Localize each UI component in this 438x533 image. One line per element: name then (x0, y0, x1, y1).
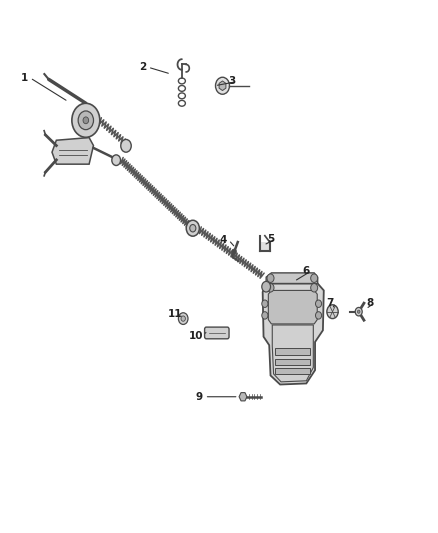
Circle shape (267, 274, 274, 282)
Circle shape (267, 284, 274, 292)
Circle shape (262, 281, 271, 292)
Circle shape (78, 111, 94, 130)
Text: 9: 9 (196, 392, 203, 402)
Text: 6: 6 (303, 266, 310, 276)
FancyBboxPatch shape (260, 242, 271, 251)
Text: 3: 3 (229, 77, 236, 86)
Polygon shape (52, 138, 93, 164)
Circle shape (355, 308, 362, 316)
Polygon shape (263, 284, 324, 384)
Polygon shape (239, 393, 247, 401)
Polygon shape (268, 290, 317, 324)
Circle shape (112, 155, 120, 165)
Polygon shape (272, 325, 313, 382)
Circle shape (181, 316, 185, 321)
Text: 8: 8 (366, 297, 373, 308)
FancyBboxPatch shape (276, 349, 310, 355)
Circle shape (190, 224, 196, 232)
Text: 2: 2 (139, 62, 146, 72)
Text: 10: 10 (189, 330, 204, 341)
Circle shape (262, 312, 268, 319)
Circle shape (357, 310, 360, 313)
Text: 4: 4 (220, 235, 227, 245)
Circle shape (232, 249, 237, 254)
Circle shape (315, 312, 321, 319)
FancyBboxPatch shape (276, 368, 310, 374)
Circle shape (262, 300, 268, 308)
Circle shape (83, 117, 88, 124)
Circle shape (327, 305, 338, 319)
Polygon shape (266, 273, 318, 284)
Circle shape (315, 300, 321, 308)
Circle shape (311, 284, 318, 292)
Polygon shape (219, 81, 226, 91)
Circle shape (215, 77, 230, 94)
Text: 7: 7 (327, 297, 334, 308)
Text: 11: 11 (168, 309, 183, 319)
Circle shape (311, 274, 318, 282)
Text: 1: 1 (21, 73, 28, 83)
Circle shape (186, 220, 199, 236)
FancyBboxPatch shape (205, 327, 229, 339)
Circle shape (72, 103, 100, 138)
Circle shape (178, 313, 188, 325)
FancyBboxPatch shape (276, 359, 310, 366)
Text: 5: 5 (267, 234, 274, 244)
Circle shape (121, 140, 131, 152)
